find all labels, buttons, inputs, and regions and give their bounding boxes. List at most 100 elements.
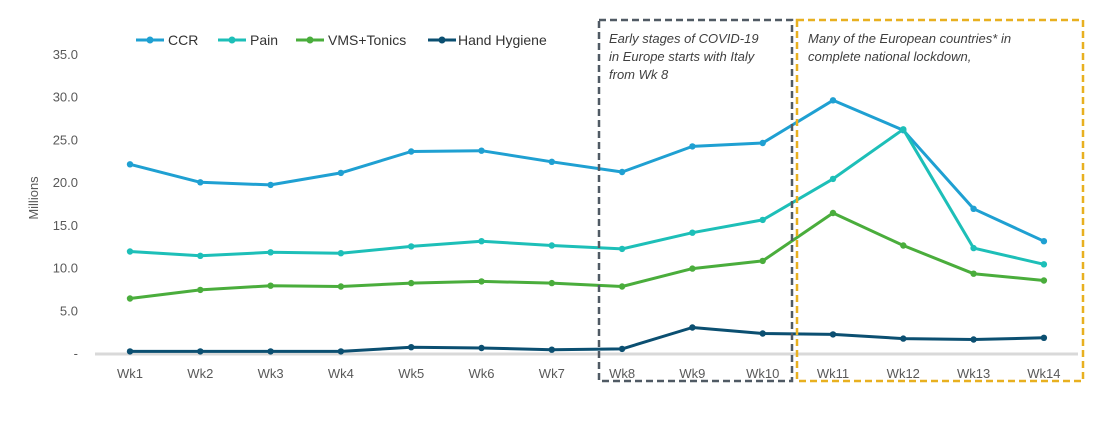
annotation-box-covid-early xyxy=(597,18,794,383)
series-line-ccr xyxy=(128,98,1046,243)
data-point-vms-tonics xyxy=(1040,277,1048,284)
x-tick-label: Wk11 xyxy=(817,366,849,381)
annotation-covid-early: Early stages of COVID-19 in Europe start… xyxy=(597,18,794,383)
data-point-ccr xyxy=(1040,238,1048,245)
annotation-covid-early-line-1: Early stages of COVID-19 xyxy=(609,31,759,46)
data-point-vms-tonics xyxy=(618,283,626,290)
y-axis-ticks: 35.0 30.0 25.0 20.0 15.0 10.0 5.0 - xyxy=(53,47,78,361)
legend-marker-ccr xyxy=(146,36,154,44)
data-point-hand-hygiene xyxy=(759,330,766,337)
data-point-pain xyxy=(197,252,204,259)
legend-label-vms-tonics: VMS+Tonics xyxy=(328,32,406,48)
data-point-pain xyxy=(900,126,907,133)
x-tick-label: Wk10 xyxy=(746,366,779,381)
data-point-pain xyxy=(478,238,485,245)
x-tick-label: Wk12 xyxy=(887,366,920,381)
data-point-pain xyxy=(1040,261,1048,268)
data-point-pain xyxy=(548,242,555,249)
data-point-hand-hygiene xyxy=(126,348,134,355)
data-point-pain xyxy=(689,229,696,236)
series-group xyxy=(126,97,1048,355)
series-ccr xyxy=(126,97,1048,245)
data-point-ccr xyxy=(337,169,345,177)
series-vms-tonics xyxy=(126,209,1048,302)
data-point-hand-hygiene xyxy=(618,345,626,353)
legend-item-ccr: CCR xyxy=(136,32,198,48)
annotation-covid-early-line-3: from Wk 8 xyxy=(609,67,669,82)
series-hand-hygiene xyxy=(126,324,1048,355)
data-point-ccr xyxy=(408,148,415,155)
legend-marker-vms-tonics xyxy=(306,36,314,44)
legend: CCR Pain VMS+Tonics Hand Hygiene xyxy=(136,32,547,48)
data-point-hand-hygiene xyxy=(829,331,837,338)
data-point-ccr xyxy=(126,161,134,168)
data-point-pain xyxy=(618,245,626,253)
y-axis-label: Millions xyxy=(26,176,41,220)
annotation-lockdown: Many of the European countries* in compl… xyxy=(795,18,1085,383)
y-tick-label: 5.0 xyxy=(60,303,78,318)
x-tick-label: Wk3 xyxy=(258,366,284,381)
data-point-ccr xyxy=(970,205,977,212)
data-point-ccr xyxy=(829,97,837,104)
data-point-pain xyxy=(337,250,345,257)
y-tick-label: 25.0 xyxy=(53,132,78,147)
y-tick-label: 15.0 xyxy=(53,218,78,233)
annotation-lockdown-line-1: Many of the European countries* in xyxy=(808,31,1011,46)
data-point-vms-tonics xyxy=(759,257,766,265)
data-point-hand-hygiene xyxy=(478,344,485,352)
data-point-ccr xyxy=(197,179,204,186)
y-tick-label: 10.0 xyxy=(53,261,78,276)
y-tick-label: 35.0 xyxy=(53,47,78,62)
x-tick-label: Wk13 xyxy=(957,366,990,381)
data-point-vms-tonics xyxy=(829,209,837,217)
data-point-vms-tonics xyxy=(337,283,345,290)
y-tick-label: 30.0 xyxy=(53,90,78,105)
data-point-pain xyxy=(829,175,837,183)
data-point-pain xyxy=(970,244,977,252)
data-point-hand-hygiene xyxy=(900,335,907,342)
data-point-hand-hygiene xyxy=(267,348,274,355)
x-tick-label: Wk7 xyxy=(539,366,565,381)
x-tick-label: Wk8 xyxy=(609,366,635,381)
annotation-box-lockdown xyxy=(795,18,1085,383)
x-tick-label: Wk14 xyxy=(1027,366,1060,381)
data-point-hand-hygiene xyxy=(1040,334,1048,341)
data-point-hand-hygiene xyxy=(689,324,696,331)
x-tick-label: Wk4 xyxy=(328,366,354,381)
series-line-pain xyxy=(128,127,1046,266)
data-point-vms-tonics xyxy=(548,279,555,287)
annotation-covid-early-line-2: in Europe starts with Italy xyxy=(609,49,756,64)
data-point-ccr xyxy=(267,181,274,189)
data-point-hand-hygiene xyxy=(970,336,977,343)
legend-item-vms-tonics: VMS+Tonics xyxy=(296,32,406,48)
x-tick-label: Wk5 xyxy=(398,366,424,381)
x-tick-label: Wk6 xyxy=(469,366,495,381)
y-tick-label: 20.0 xyxy=(53,175,78,190)
data-point-pain xyxy=(267,249,274,256)
x-axis-ticks: Wk1 Wk2 Wk3 Wk4 Wk5 Wk6 Wk7 Wk8 Wk9 Wk10 Wk11 Wk12 W… xyxy=(117,366,1061,381)
data-point-vms-tonics xyxy=(126,295,134,302)
data-point-ccr xyxy=(759,139,766,147)
data-point-vms-tonics xyxy=(900,242,907,249)
legend-item-hand-hygiene: Hand Hygiene xyxy=(428,32,547,48)
legend-label-hand-hygiene: Hand Hygiene xyxy=(458,32,547,48)
legend-label-pain: Pain xyxy=(250,32,278,48)
data-point-pain xyxy=(759,216,766,224)
data-point-ccr xyxy=(618,168,626,176)
legend-item-pain: Pain xyxy=(218,32,278,48)
data-point-ccr xyxy=(548,158,555,165)
data-point-hand-hygiene xyxy=(337,348,345,355)
data-point-pain xyxy=(408,243,415,250)
legend-marker-hand-hygiene xyxy=(438,36,446,44)
x-tick-label: Wk2 xyxy=(187,366,213,381)
data-point-vms-tonics xyxy=(970,270,977,277)
data-point-ccr xyxy=(478,147,485,154)
x-tick-label: Wk9 xyxy=(679,366,705,381)
legend-marker-pain xyxy=(228,36,236,44)
data-point-vms-tonics xyxy=(197,286,204,294)
data-point-hand-hygiene xyxy=(197,348,204,355)
data-point-ccr xyxy=(689,143,696,150)
y-tick-label: - xyxy=(74,346,78,361)
annotation-lockdown-line-2: complete national lockdown, xyxy=(808,49,971,64)
